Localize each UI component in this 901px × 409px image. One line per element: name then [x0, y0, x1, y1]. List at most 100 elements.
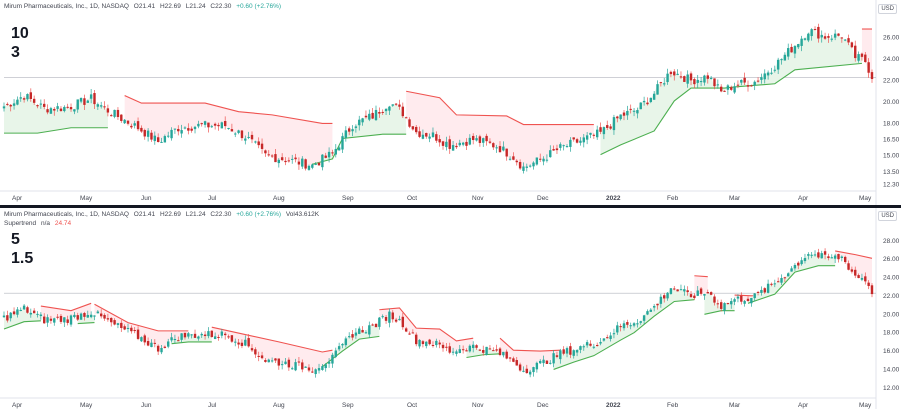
candle-body	[606, 125, 609, 128]
candle-body	[120, 114, 123, 121]
candle-body	[552, 353, 555, 364]
candle-body	[797, 262, 800, 266]
candle-body	[569, 139, 572, 147]
candle-body	[740, 79, 743, 83]
candle-body	[843, 39, 847, 41]
candle-body	[418, 339, 421, 347]
supertrend-up-fill	[466, 344, 500, 358]
candle-body	[793, 264, 797, 269]
candle-body	[813, 29, 817, 31]
candle-body	[864, 54, 867, 63]
candle-body	[321, 366, 324, 370]
candle-body	[854, 269, 857, 276]
candle-body	[207, 331, 210, 337]
candle-body	[270, 360, 274, 362]
candle-body	[213, 123, 217, 126]
candle-body	[666, 73, 669, 83]
candle-body	[220, 122, 224, 129]
candle-body	[39, 103, 43, 105]
candle-body	[317, 368, 321, 371]
supertrend-down-line	[694, 275, 708, 278]
supertrend-down-fill	[94, 304, 189, 352]
candle-body	[847, 263, 850, 270]
candle-body	[284, 361, 287, 365]
open-value: O21.41	[133, 211, 156, 218]
candle-body	[408, 119, 411, 127]
supertrend-up-line	[747, 265, 836, 304]
supertrend-down-line	[835, 250, 873, 259]
candle-body	[260, 355, 264, 359]
candle-body	[368, 113, 371, 120]
supertrend-down-fill	[861, 29, 872, 80]
candle-body	[237, 342, 240, 345]
candle-body	[113, 109, 116, 117]
candle-body	[850, 269, 854, 272]
candle-body	[602, 127, 606, 135]
candle-body	[656, 84, 659, 95]
candle-body	[713, 78, 716, 87]
indicator-name[interactable]: Supertrend	[4, 220, 37, 227]
candle-body	[465, 350, 468, 352]
candle-body	[250, 134, 254, 140]
candle-body	[327, 151, 331, 158]
candle-body	[79, 97, 83, 102]
candle-body	[371, 324, 374, 326]
candle-body	[736, 296, 740, 299]
candle-body	[565, 348, 569, 354]
candle-body	[455, 145, 458, 148]
candle-body	[585, 135, 589, 140]
candle-body	[579, 346, 582, 350]
candle-body	[458, 142, 461, 146]
candle-body	[53, 108, 56, 111]
chart-canvas-top[interactable]: 12.30 13.50 15.00 16.50 18.00 20.00 22.00 24.00…	[0, 0, 901, 205]
candle-body	[612, 333, 616, 335]
candle-body	[12, 311, 16, 315]
candle-body	[438, 342, 441, 345]
chart-panel-bottom[interactable]: 12.00 14.00 16.00 18.00 20.00 22.00 24.00 26.00…	[0, 208, 901, 409]
candle-body	[545, 159, 549, 161]
candle-body	[160, 141, 163, 143]
chart-panel-top[interactable]: 12.30 13.50 15.00 16.50 18.00 20.00 22.00 24.00…	[0, 0, 901, 205]
currency-label[interactable]: USD	[878, 4, 897, 14]
candle-body	[274, 154, 277, 163]
candle-body	[807, 33, 810, 41]
candle-body	[294, 157, 297, 160]
candle-body	[200, 123, 203, 125]
high-value: H22.69	[159, 211, 181, 218]
x-tick-label: Jul	[208, 402, 217, 409]
candle-body	[193, 333, 197, 338]
symbol-label[interactable]: Mirum Pharmaceuticals, Inc., 1D, NASDAQ	[4, 3, 129, 10]
currency-label[interactable]: USD	[878, 211, 897, 221]
candle-body	[63, 317, 66, 323]
candle-body	[347, 336, 351, 338]
candle-body	[358, 119, 361, 126]
candle-body	[857, 54, 860, 61]
candle-body	[471, 344, 475, 349]
candle-body	[833, 33, 837, 38]
candle-body	[270, 155, 274, 157]
candle-body	[79, 313, 83, 320]
candle-body	[146, 341, 150, 346]
candle-body	[743, 301, 746, 304]
candle-body	[421, 134, 425, 139]
candle-body	[616, 325, 619, 333]
candle-body	[136, 121, 140, 130]
indicator-legend[interactable]: Supertrend n/a 24.74	[4, 220, 74, 228]
candle-body	[539, 158, 542, 160]
candle-body	[354, 332, 358, 336]
candle-body	[250, 348, 254, 351]
candle-body	[867, 62, 870, 73]
candle-body	[404, 328, 408, 332]
chart-canvas-bottom[interactable]: 12.00 14.00 16.00 18.00 20.00 22.00 24.00 26.00…	[0, 208, 901, 409]
x-tick-label: Feb	[667, 402, 679, 409]
candle-body	[334, 148, 337, 155]
low-value: L21.24	[185, 3, 206, 10]
candle-body	[512, 156, 515, 160]
candle-body	[287, 359, 291, 368]
candle-body	[291, 368, 294, 370]
supertrend-up-line	[171, 341, 212, 345]
candle-body	[840, 256, 844, 259]
symbol-label[interactable]: Mirum Pharmaceuticals, Inc., 1D, NASDAQ	[4, 211, 129, 218]
supertrend-up-line	[4, 127, 108, 134]
close-value: C22.30	[210, 211, 232, 218]
